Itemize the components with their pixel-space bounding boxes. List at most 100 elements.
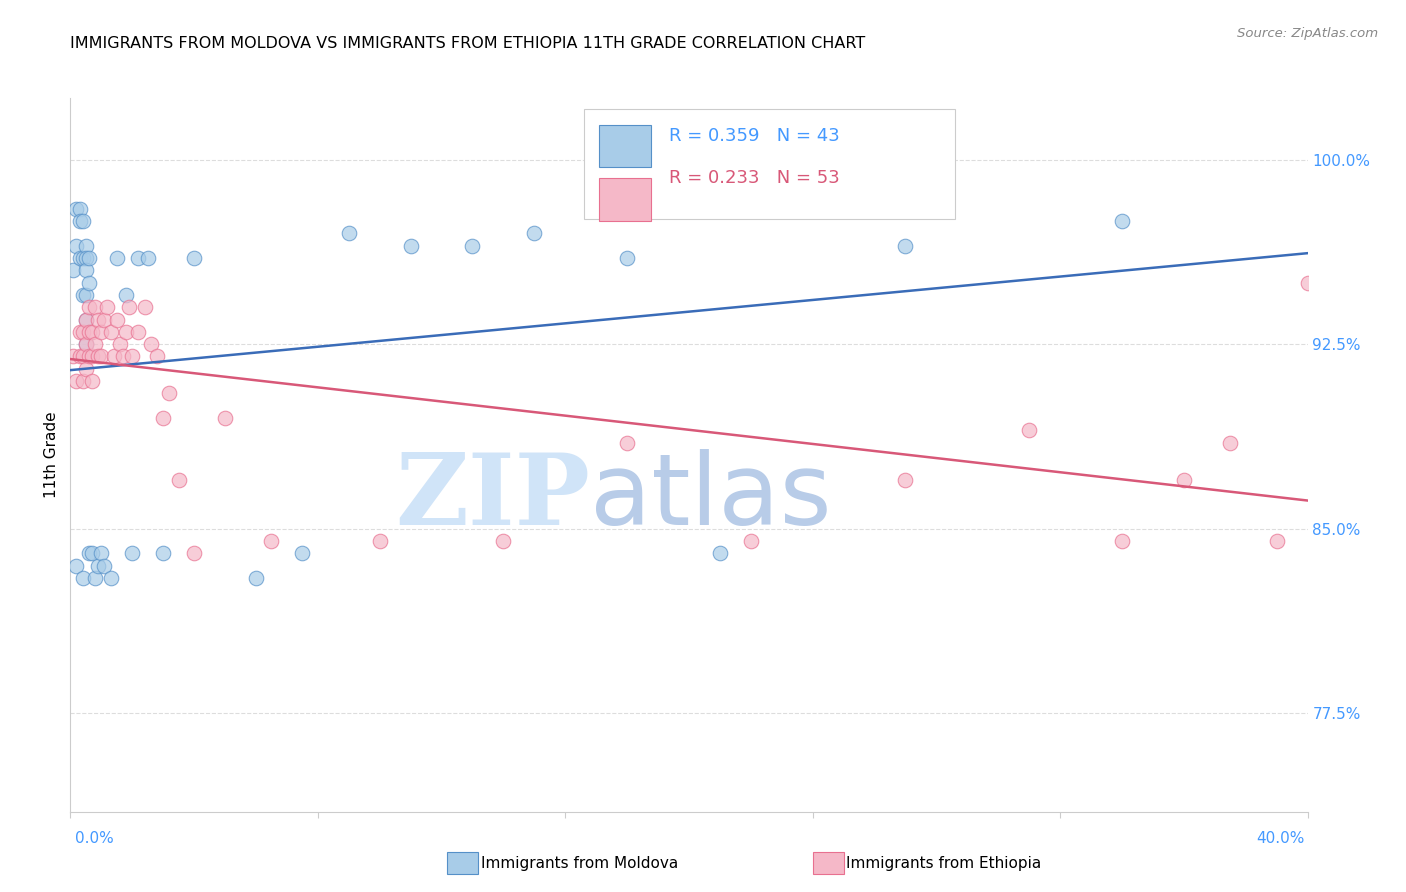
Point bbox=[72, 571, 94, 585]
Point bbox=[136, 251, 159, 265]
Point bbox=[80, 325, 103, 339]
Point bbox=[65, 558, 87, 573]
Point bbox=[260, 534, 283, 549]
Point bbox=[709, 546, 731, 560]
Point bbox=[90, 350, 112, 364]
Point bbox=[111, 350, 134, 364]
Point bbox=[75, 361, 97, 376]
Point bbox=[461, 239, 484, 253]
Point bbox=[75, 288, 97, 302]
Bar bbox=[599, 178, 651, 221]
Point bbox=[127, 325, 149, 339]
Point bbox=[157, 386, 180, 401]
Point bbox=[152, 411, 174, 425]
Point bbox=[69, 214, 91, 228]
Point bbox=[115, 325, 138, 339]
Point bbox=[72, 288, 94, 302]
Point bbox=[72, 214, 94, 228]
Point bbox=[183, 546, 205, 560]
Point bbox=[1219, 435, 1241, 450]
Point bbox=[69, 251, 91, 265]
Point bbox=[65, 202, 87, 216]
Point bbox=[523, 227, 546, 241]
Point bbox=[134, 300, 156, 314]
Point bbox=[616, 251, 638, 265]
Point bbox=[492, 534, 515, 549]
Point bbox=[105, 312, 128, 326]
Text: R = 0.359   N = 43: R = 0.359 N = 43 bbox=[669, 127, 839, 145]
Point bbox=[740, 534, 762, 549]
Point bbox=[616, 435, 638, 450]
Point bbox=[139, 337, 162, 351]
Point bbox=[105, 251, 128, 265]
FancyBboxPatch shape bbox=[583, 109, 955, 219]
Point bbox=[65, 239, 87, 253]
Point bbox=[894, 473, 917, 487]
Point bbox=[214, 411, 236, 425]
Point bbox=[399, 239, 422, 253]
Point bbox=[77, 300, 100, 314]
Point bbox=[291, 546, 314, 560]
Text: 0.0%: 0.0% bbox=[75, 831, 114, 846]
Point bbox=[77, 350, 100, 364]
Point bbox=[894, 239, 917, 253]
Point bbox=[87, 558, 110, 573]
Point bbox=[121, 350, 143, 364]
Point bbox=[69, 202, 91, 216]
Point bbox=[80, 374, 103, 388]
Point bbox=[84, 300, 107, 314]
Point bbox=[1111, 214, 1133, 228]
Point bbox=[1296, 276, 1319, 290]
Point bbox=[62, 263, 84, 277]
Point bbox=[245, 571, 267, 585]
Text: Source: ZipAtlas.com: Source: ZipAtlas.com bbox=[1237, 27, 1378, 40]
Text: R = 0.233   N = 53: R = 0.233 N = 53 bbox=[669, 169, 839, 187]
Y-axis label: 11th Grade: 11th Grade bbox=[44, 411, 59, 499]
Point bbox=[77, 276, 100, 290]
Point bbox=[115, 288, 138, 302]
Point bbox=[103, 350, 125, 364]
Point bbox=[100, 571, 122, 585]
Point bbox=[93, 312, 115, 326]
Point bbox=[65, 374, 87, 388]
Point bbox=[1173, 473, 1195, 487]
Point bbox=[72, 251, 94, 265]
Point bbox=[72, 374, 94, 388]
Point bbox=[87, 350, 110, 364]
Bar bbox=[599, 125, 651, 168]
Point bbox=[90, 546, 112, 560]
Point bbox=[87, 312, 110, 326]
Point bbox=[69, 325, 91, 339]
Point bbox=[80, 350, 103, 364]
Text: ZIP: ZIP bbox=[395, 450, 591, 546]
Point bbox=[100, 325, 122, 339]
Point bbox=[90, 325, 112, 339]
Point bbox=[1265, 534, 1288, 549]
Point bbox=[118, 300, 141, 314]
Point bbox=[146, 350, 169, 364]
Point bbox=[75, 251, 97, 265]
Point bbox=[121, 546, 143, 560]
Point bbox=[77, 546, 100, 560]
Point bbox=[77, 251, 100, 265]
Point bbox=[62, 350, 84, 364]
Point bbox=[152, 546, 174, 560]
Text: Immigrants from Ethiopia: Immigrants from Ethiopia bbox=[846, 856, 1042, 871]
Text: 40.0%: 40.0% bbox=[1257, 831, 1305, 846]
Point bbox=[75, 337, 97, 351]
Point bbox=[72, 350, 94, 364]
Point bbox=[337, 227, 360, 241]
Point bbox=[75, 239, 97, 253]
Point bbox=[72, 325, 94, 339]
Text: IMMIGRANTS FROM MOLDOVA VS IMMIGRANTS FROM ETHIOPIA 11TH GRADE CORRELATION CHART: IMMIGRANTS FROM MOLDOVA VS IMMIGRANTS FR… bbox=[70, 36, 866, 51]
Point bbox=[1111, 534, 1133, 549]
Point bbox=[84, 337, 107, 351]
Point bbox=[96, 300, 118, 314]
Point bbox=[75, 312, 97, 326]
Point bbox=[183, 251, 205, 265]
Point bbox=[84, 571, 107, 585]
Point bbox=[75, 263, 97, 277]
Point bbox=[77, 325, 100, 339]
Point bbox=[368, 534, 391, 549]
Point bbox=[75, 337, 97, 351]
